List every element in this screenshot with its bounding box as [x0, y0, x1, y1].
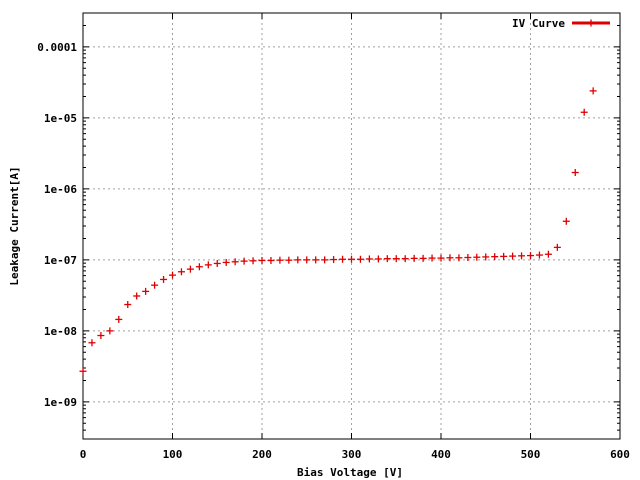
data-point — [589, 87, 597, 95]
x-tick-label: 400 — [431, 448, 451, 461]
y-tick-label: 1e-05 — [44, 112, 77, 125]
data-point — [240, 257, 248, 265]
data-point — [151, 281, 159, 289]
data-point — [437, 254, 445, 262]
data-point — [419, 254, 427, 262]
data-point — [348, 255, 355, 263]
data-point — [79, 367, 87, 375]
legend-label: IV Curve — [512, 17, 565, 30]
plot-frame — [82, 12, 621, 440]
x-tick-label: 0 — [80, 448, 87, 461]
data-point — [580, 108, 588, 116]
data-point — [115, 315, 123, 323]
data-point — [88, 339, 96, 347]
data-point — [285, 256, 293, 264]
data-point — [401, 255, 409, 263]
data-point — [464, 254, 472, 262]
x-tick-labels: 0 100 200 300 400 500 600 — [80, 448, 630, 461]
data-point — [222, 258, 230, 266]
data-point — [562, 217, 570, 225]
data-point — [213, 259, 221, 267]
data-point — [303, 256, 311, 264]
y-tick-label: 0.0001 — [37, 41, 77, 54]
x-axis-label: Bias Voltage [V] — [297, 466, 403, 479]
data-point — [365, 255, 373, 263]
data-point — [500, 252, 508, 260]
y-axis-label: Leakage Current[A] — [8, 166, 21, 285]
x-tick-label: 200 — [252, 448, 272, 461]
data-point — [330, 256, 338, 264]
data-point — [428, 254, 436, 262]
data-point — [491, 253, 499, 261]
y-tick-label: 1e-08 — [44, 325, 77, 338]
grid-lines — [83, 13, 620, 439]
data-point — [231, 258, 239, 266]
data-point — [204, 261, 212, 269]
data-point — [169, 271, 176, 279]
data-point — [186, 265, 194, 273]
data-point — [160, 275, 168, 283]
data-point — [258, 256, 266, 264]
data-point — [142, 287, 150, 295]
y-tick-label: 1e-06 — [44, 183, 77, 196]
data-point — [339, 255, 347, 263]
data-point — [509, 252, 517, 260]
x-tick-label: 100 — [163, 448, 183, 461]
legend-sample-marker — [572, 19, 610, 27]
plot-border — [82, 12, 621, 440]
x-tick-label: 500 — [521, 448, 541, 461]
data-point — [312, 256, 320, 264]
y-tick-label: 1e-09 — [44, 396, 77, 409]
data-point — [473, 253, 481, 261]
data-point — [527, 252, 534, 260]
legend: IV Curve — [512, 17, 610, 30]
x-tick-label: 600 — [610, 448, 630, 461]
y-tick-label: 1e-07 — [44, 254, 77, 267]
data-point — [535, 251, 543, 259]
data-point — [383, 255, 391, 263]
x-tick-label: 300 — [342, 448, 362, 461]
data-point — [553, 243, 561, 251]
data-points — [79, 87, 597, 375]
data-point — [321, 256, 329, 264]
data-point — [294, 256, 302, 264]
axis-ticks — [82, 13, 621, 439]
data-point — [97, 332, 105, 340]
data-point — [276, 256, 284, 264]
data-point — [133, 292, 141, 300]
data-point — [249, 257, 257, 265]
data-point — [518, 252, 526, 260]
data-point — [410, 254, 418, 262]
data-point — [571, 169, 579, 177]
data-point — [455, 254, 463, 262]
data-point — [267, 256, 275, 264]
data-point — [124, 301, 132, 309]
data-point — [482, 253, 490, 261]
data-point — [177, 268, 185, 276]
data-point — [374, 255, 382, 263]
y-tick-labels: 1e-09 1e-08 1e-07 1e-06 1e-05 0.0001 — [37, 41, 77, 409]
data-point — [544, 250, 552, 258]
data-point — [356, 255, 364, 263]
data-point — [195, 263, 203, 271]
data-point — [446, 254, 454, 262]
data-point — [106, 327, 114, 335]
data-point — [392, 255, 400, 263]
